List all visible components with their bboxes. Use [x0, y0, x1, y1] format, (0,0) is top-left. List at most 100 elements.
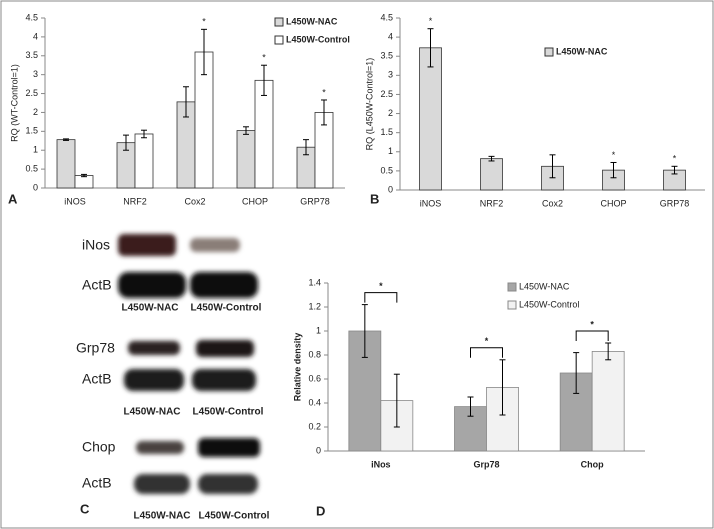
y-tick-label: 1.2	[308, 301, 321, 311]
blot-target: Grp78	[76, 340, 115, 356]
y-tick-label: 4	[33, 31, 38, 41]
y-tick-label: 3	[388, 70, 393, 80]
blot-band	[128, 341, 180, 355]
y-tick-label: 0.2	[308, 421, 321, 431]
blot-band	[196, 340, 254, 357]
y-tick-label: 0.8	[308, 349, 321, 359]
bar	[134, 133, 154, 189]
significance-mark: *	[379, 281, 383, 291]
bar	[591, 350, 625, 452]
legend-swatch	[507, 282, 517, 292]
y-tick-label: 2.5	[25, 88, 38, 98]
x-tick-label: CHOP	[242, 196, 268, 206]
y-tick-label: 3.5	[380, 51, 393, 61]
significance-mark: *	[673, 154, 677, 164]
x-tick-label: Chop	[581, 459, 604, 469]
significance-bracket	[575, 330, 609, 341]
blot-target: iNos	[82, 237, 110, 253]
significance-mark: *	[322, 87, 326, 97]
y-tick-label: 1	[33, 145, 38, 155]
bar	[74, 175, 94, 189]
y-tick-label: 4.5	[25, 12, 38, 22]
x-tick-label: CHOP	[600, 198, 626, 208]
y-tick-label: 0.4	[308, 397, 321, 407]
lane-label: L450W-Control	[191, 303, 262, 314]
bar	[236, 130, 256, 189]
legend-label: L450W-Control	[286, 34, 350, 44]
blot-loading: ActB	[82, 371, 112, 387]
significance-mark: *	[429, 16, 433, 26]
bar	[254, 79, 274, 189]
y-tick-label: 1	[388, 146, 393, 156]
y-tick-label: 2.5	[380, 89, 393, 99]
x-tick-label: NRF2	[123, 196, 147, 206]
lane-label: L450W-Control	[193, 407, 264, 418]
y-tick-label: 0.6	[308, 373, 321, 383]
x-tick-label: GRP78	[300, 196, 330, 206]
y-tick-label: 0	[33, 182, 38, 192]
blot-band	[134, 474, 190, 494]
blot-band	[198, 438, 260, 457]
y-tick-label: 1.5	[380, 127, 393, 137]
legend-swatch	[274, 35, 284, 45]
lane-label: L450W-NAC	[123, 407, 180, 418]
significance-mark: *	[262, 53, 266, 63]
x-tick-label: Cox2	[542, 198, 563, 208]
y-tick-label: 0.5	[25, 163, 38, 173]
panel-letter: D	[316, 503, 325, 518]
y-tick-label: 3	[33, 69, 38, 79]
legend-swatch	[507, 300, 517, 310]
y-tick-label: 0.5	[380, 165, 393, 175]
lane-label: L450W-NAC	[121, 303, 178, 314]
legend-label: L450W-NAC	[286, 16, 338, 26]
x-tick-label: GRP78	[660, 198, 690, 208]
legend-swatch	[544, 47, 554, 57]
y-tick-label: 0	[316, 445, 321, 455]
significance-mark: *	[590, 319, 594, 329]
x-tick-label: NRF2	[480, 198, 504, 208]
blot-target: Chop	[82, 439, 116, 455]
legend-label: L450W-Control	[519, 299, 579, 309]
blot-band	[136, 441, 184, 454]
blot-loading: ActB	[82, 475, 112, 491]
y-axis-label: RQ (WT-Control=1)	[9, 64, 19, 142]
bar	[419, 47, 442, 191]
significance-mark: *	[485, 336, 489, 346]
blot-band	[124, 369, 184, 391]
y-tick-label: 0	[388, 184, 393, 194]
lane-label: L450W-Control	[199, 511, 270, 522]
significance-bracket	[470, 347, 503, 358]
y-axis-label: RQ (L450W-Control=1)	[364, 58, 374, 151]
y-tick-label: 1.5	[25, 126, 38, 136]
blot-loading: ActB	[82, 277, 112, 293]
y-tick-label: 4	[388, 31, 393, 41]
panel-letter: B	[370, 191, 379, 206]
x-tick-label: iNOS	[64, 196, 86, 206]
y-tick-label: 3.5	[25, 50, 38, 60]
legend-label: L450W-NAC	[519, 281, 570, 291]
legend-swatch	[274, 17, 284, 27]
significance-mark: *	[612, 150, 616, 160]
blot-band	[192, 369, 256, 391]
lane-label: L450W-NAC	[133, 511, 190, 522]
y-tick-label: 2	[388, 108, 393, 118]
bar	[480, 158, 503, 191]
x-tick-label: Cox2	[184, 196, 205, 206]
x-tick-label: iNos	[371, 459, 391, 469]
blot-panel: iNos ActB L450W-NAC L450W-Control Grp78 …	[76, 234, 270, 522]
x-tick-label: Grp78	[473, 459, 499, 469]
y-axis-label: Relative density	[292, 333, 302, 402]
bar	[56, 139, 76, 189]
x-tick-label: iNOS	[420, 198, 442, 208]
significance-mark: *	[202, 17, 206, 27]
blot-band	[198, 474, 258, 494]
panel-letter: C	[80, 501, 90, 516]
blot-band	[118, 234, 176, 256]
blot-band	[118, 272, 186, 298]
legend-label: L450W-NAC	[556, 46, 608, 56]
y-tick-label: 1	[316, 325, 321, 335]
blot-band	[190, 238, 240, 252]
y-tick-label: 4.5	[380, 12, 393, 22]
panel-letter: A	[8, 191, 18, 206]
